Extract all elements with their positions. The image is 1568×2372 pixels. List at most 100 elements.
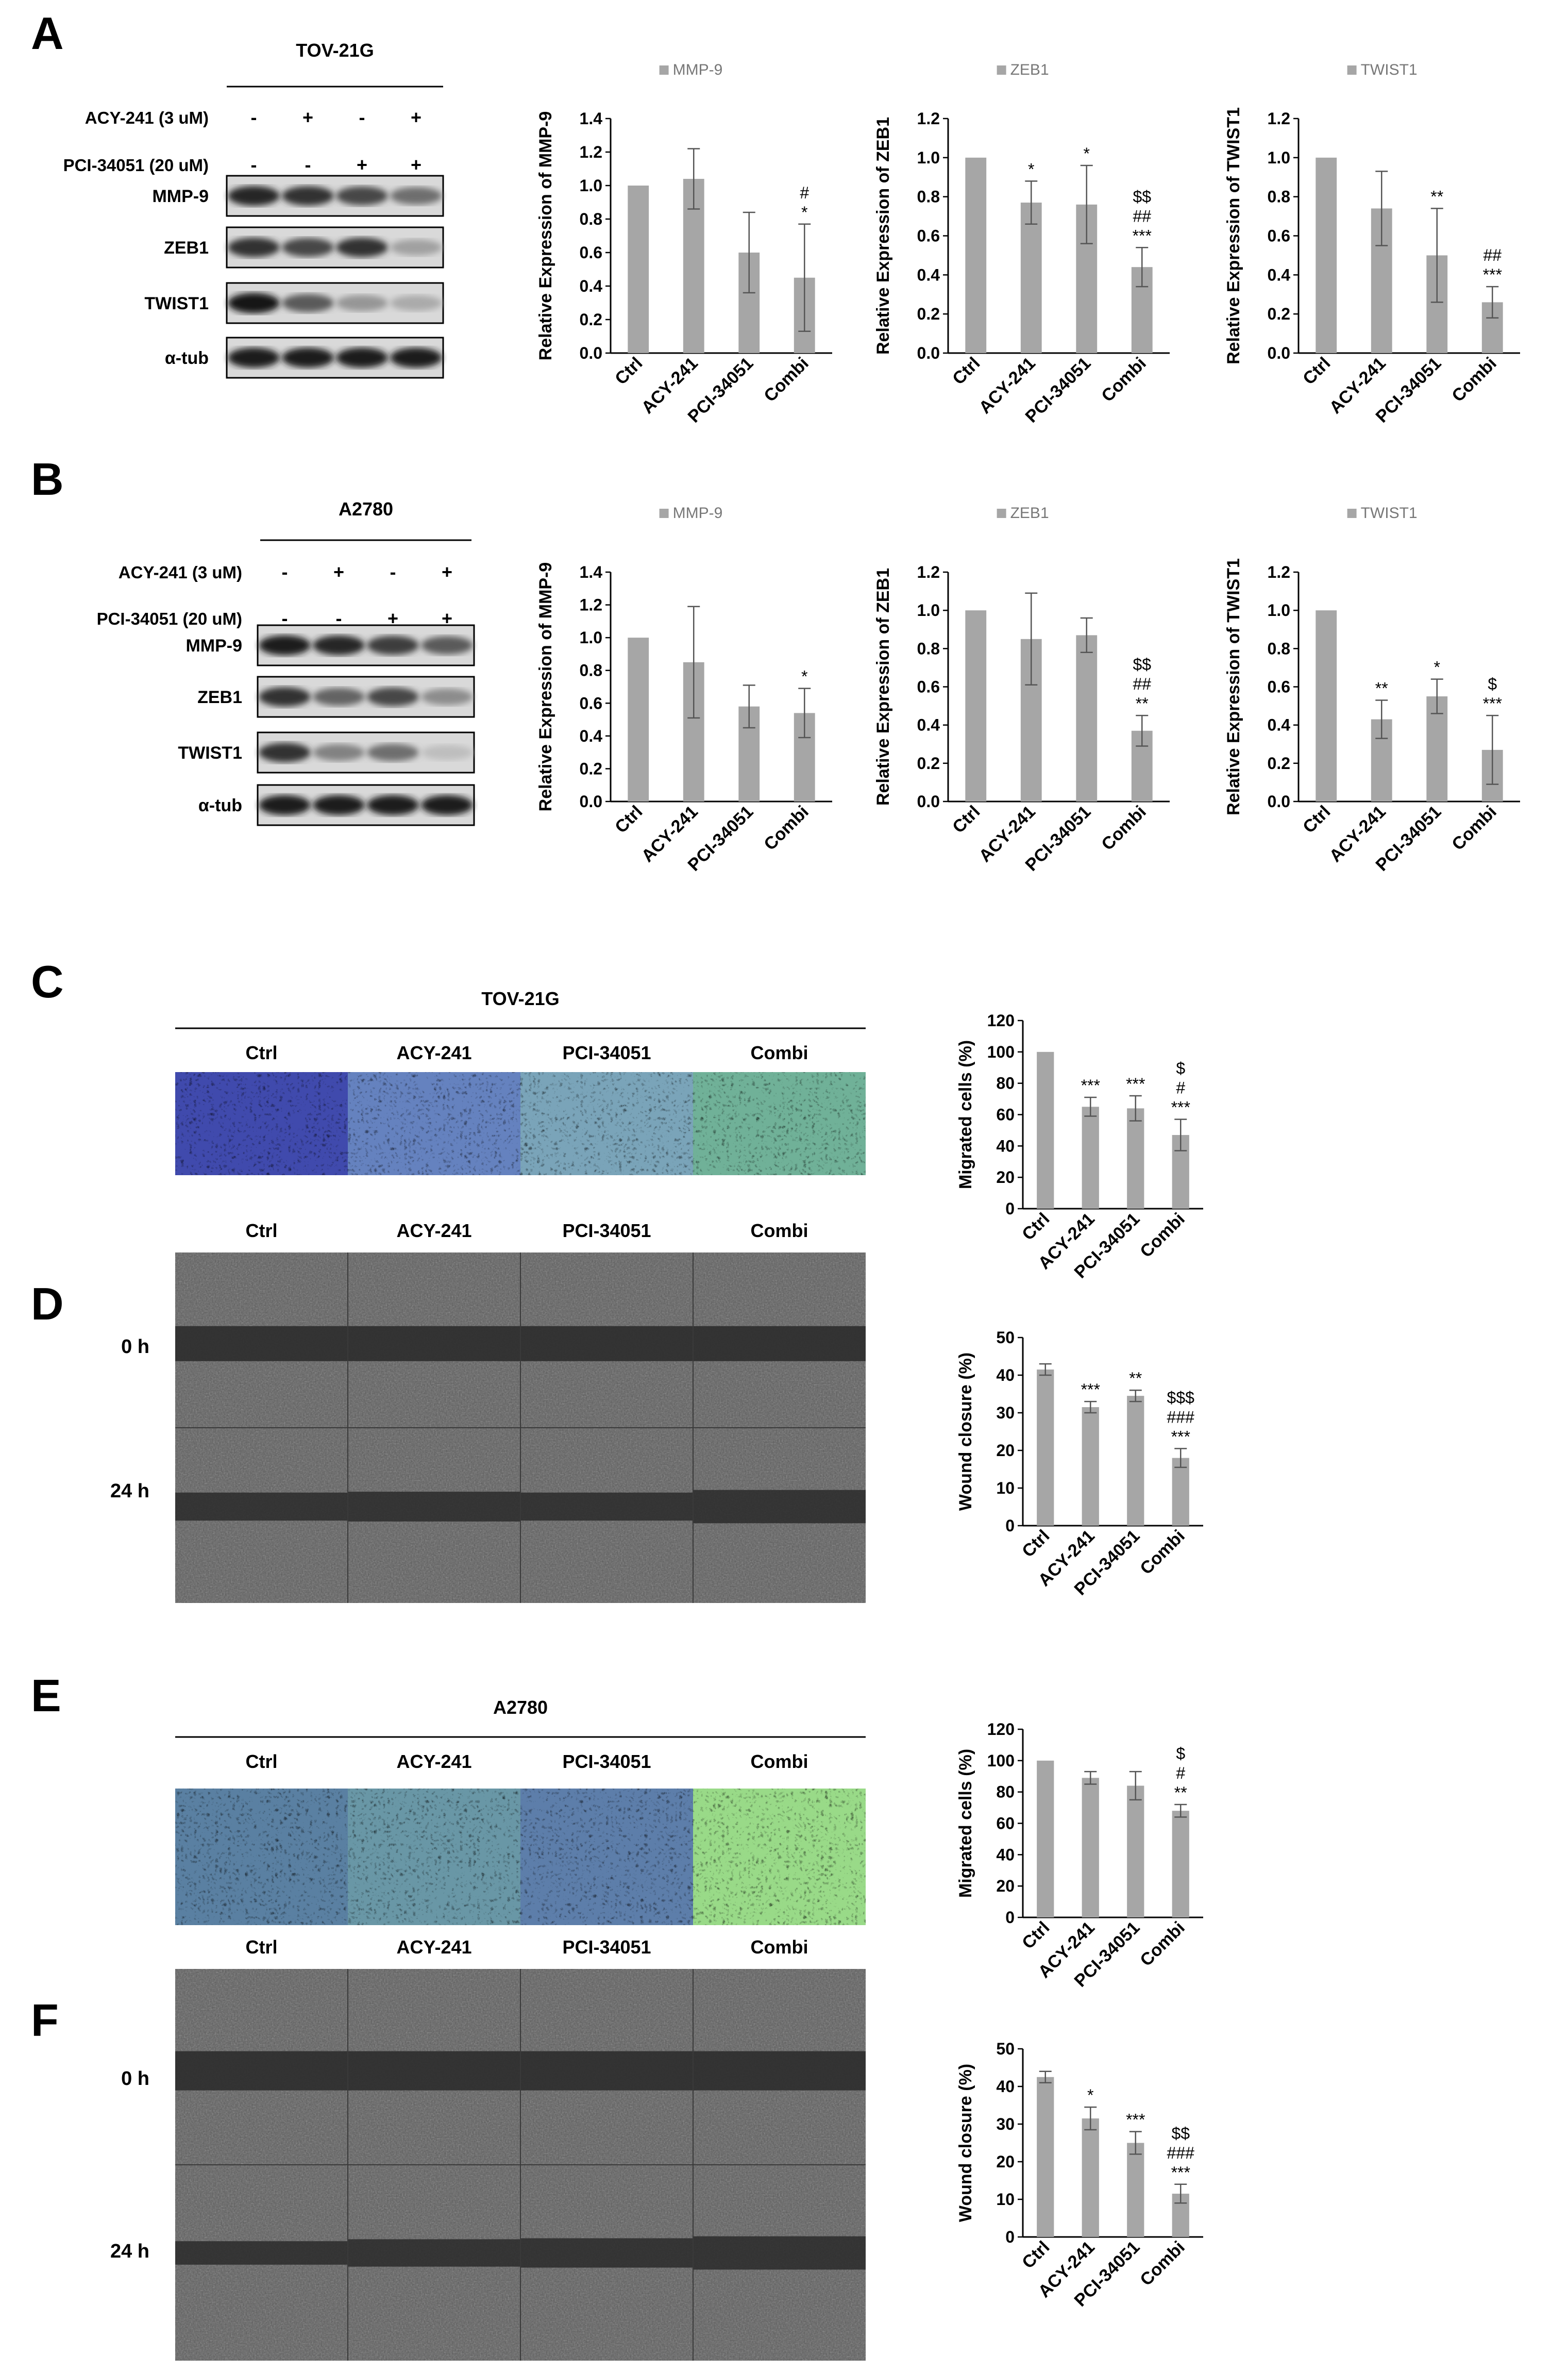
- significance-mark: ***: [1483, 694, 1502, 713]
- blot-band: [282, 186, 334, 206]
- wound-gap-24h: [693, 1490, 866, 1524]
- bar-Ctrl: [1316, 610, 1337, 801]
- blot-band: [390, 295, 442, 311]
- y-tick-label: 1.4: [580, 109, 603, 128]
- y-tick-label: 40: [996, 1366, 1015, 1384]
- y-tick-label: 0.0: [1268, 792, 1290, 811]
- panel-letter-A: A: [31, 8, 64, 59]
- lane-sign: -: [251, 154, 257, 175]
- blot-band: [336, 347, 388, 368]
- transwell-cells: [520, 1072, 693, 1175]
- lane-sign: -: [336, 608, 342, 629]
- bar-chart-B-TWIST1: TWIST1 0.0 0.2 0.4 0.6 0.8 1.0 1.2 Relative Expr…: [1224, 505, 1520, 875]
- significance-mark: ***: [1081, 1076, 1100, 1095]
- blot-strip-α-tub: [226, 337, 444, 379]
- blot-band: [367, 795, 419, 815]
- bar-Ctrl: [1037, 2077, 1054, 2237]
- wound-column-label: ACY-241: [396, 1220, 471, 1241]
- significance-mark: ***: [1133, 226, 1152, 245]
- y-tick-label: 1.0: [1268, 601, 1290, 620]
- bar-ACY-241: [1082, 1778, 1099, 1917]
- blot-band: [282, 294, 334, 312]
- lane-sign: -: [282, 608, 288, 629]
- y-tick-label: 0.0: [1268, 344, 1290, 362]
- blot-band: [313, 744, 365, 761]
- blot-band: [282, 347, 334, 368]
- y-tick-label: 1.0: [1268, 148, 1290, 167]
- x-category-label: Combi: [760, 354, 813, 406]
- x-category-label: Combi: [760, 802, 813, 855]
- transwell-column-label: ACY-241: [396, 1042, 471, 1063]
- y-tick-label: 20: [996, 1877, 1015, 1895]
- y-tick-label: 0.6: [580, 694, 602, 712]
- lane-sign: +: [442, 561, 452, 582]
- significance-mark: *: [801, 203, 807, 222]
- significance-mark: **: [1430, 187, 1443, 206]
- lane-sign: +: [357, 154, 367, 175]
- significance-mark: $: [1176, 1744, 1185, 1763]
- y-tick-label: 0.6: [1268, 227, 1290, 245]
- significance-mark: ***: [1171, 1098, 1190, 1117]
- x-category-label: Ctrl: [1018, 1526, 1053, 1561]
- y-tick-label: 20: [996, 2152, 1015, 2171]
- blot-band: [367, 687, 419, 707]
- x-category-label: Combi: [1136, 1918, 1189, 1970]
- y-tick-label: 0.6: [917, 227, 940, 245]
- bar-PCI-34051: [1127, 1396, 1144, 1526]
- transwell-column-label: Combi: [751, 1042, 808, 1063]
- y-tick-label: 0.2: [580, 310, 602, 329]
- y-tick-label: 0.0: [580, 792, 602, 811]
- blot-band: [367, 744, 419, 761]
- blot-band: [421, 688, 473, 706]
- bar-ACY-241: [1020, 203, 1042, 353]
- y-tick-label: 120: [987, 1011, 1015, 1030]
- y-tick-label: 0: [1005, 2228, 1015, 2246]
- blot-band: [259, 687, 311, 707]
- blot-band: [259, 743, 311, 762]
- blot-strip-MMP-9: [257, 624, 475, 666]
- x-category-label: Combi: [1136, 1526, 1189, 1579]
- wound-gap-24h: [175, 2241, 348, 2265]
- legend-label: MMP-9: [673, 505, 723, 522]
- blot-protein-label: α-tub: [198, 796, 242, 815]
- panel-letter-C: C: [31, 956, 64, 1007]
- y-tick-label: 0: [1005, 1199, 1015, 1218]
- x-category-label: Ctrl: [1018, 2237, 1053, 2273]
- x-category-label: Ctrl: [949, 802, 984, 837]
- y-tick-label: 0.6: [917, 678, 940, 696]
- y-tick-label: 0.8: [580, 210, 602, 228]
- significance-mark: ##: [1133, 207, 1151, 225]
- significance-mark: **: [1136, 694, 1149, 713]
- transwell-cells: [693, 1072, 866, 1175]
- panel-letter-D: D: [31, 1278, 64, 1329]
- bar-ACY-241: [1082, 2118, 1099, 2237]
- transwell-cells: [348, 1072, 520, 1175]
- significance-mark: **: [1174, 1783, 1187, 1802]
- y-tick-label: 0.4: [917, 716, 940, 734]
- bar-Ctrl: [1037, 1051, 1054, 1209]
- y-tick-label: 100: [987, 1751, 1015, 1770]
- y-tick-label: 0.0: [917, 344, 940, 362]
- x-category-label: Ctrl: [611, 802, 646, 837]
- y-tick-label: 100: [987, 1043, 1015, 1061]
- significance-mark: $$: [1133, 655, 1151, 674]
- bar-Ctrl: [1316, 157, 1337, 353]
- significance-mark: ###: [1167, 1408, 1195, 1426]
- blot-band: [390, 239, 442, 256]
- blot-band: [390, 347, 442, 368]
- y-tick-label: 40: [996, 1137, 1015, 1155]
- significance-mark: *: [801, 667, 807, 686]
- lane-sign: -: [282, 561, 288, 582]
- legend-swatch: [659, 509, 669, 518]
- y-tick-label: 1.4: [580, 563, 603, 581]
- transwell-images-A2780: A2780 Ctrl ACY-241 PCI-34051 Combi Ctrl ACY-24…: [175, 1697, 866, 1958]
- legend-swatch: [1347, 509, 1357, 518]
- significance-mark: #: [800, 183, 809, 202]
- y-tick-label: 50: [996, 1328, 1015, 1347]
- lane-sign: -: [359, 107, 365, 128]
- treatment-label-acy: ACY-241 (3 uM): [85, 108, 209, 127]
- lane-sign: +: [411, 154, 421, 175]
- y-tick-label: 0.6: [580, 243, 602, 262]
- bar-Ctrl: [965, 610, 987, 801]
- y-tick-label: 0.8: [1268, 188, 1290, 206]
